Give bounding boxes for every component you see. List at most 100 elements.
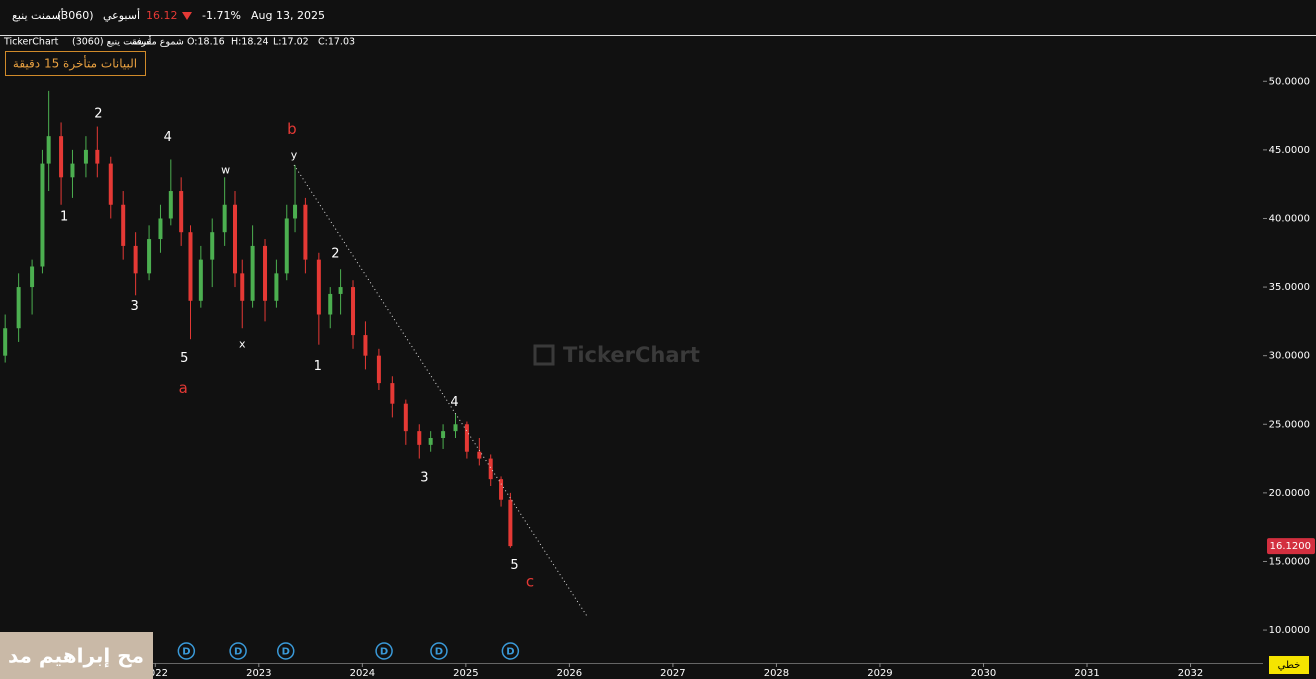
dividend-label: D	[506, 647, 514, 658]
x-tick-label: 2031	[1074, 668, 1099, 679]
x-tick-label: 2024	[350, 668, 375, 679]
candle-body	[210, 232, 215, 260]
candle-body	[95, 149, 100, 164]
y-tick-label: 35.0000	[1269, 282, 1310, 293]
candle-body	[3, 328, 8, 356]
candle-body	[316, 259, 321, 315]
candle-body	[222, 204, 227, 233]
info-style: شموع مقرفة	[132, 37, 184, 48]
dividend-marker	[375, 642, 393, 660]
candle-body	[363, 335, 368, 356]
candle-body	[168, 191, 173, 219]
candle-body	[499, 479, 504, 500]
candle-body	[108, 163, 113, 205]
mode-button-label[interactable]: خطي	[1278, 660, 1301, 671]
dividend-label: D	[435, 647, 443, 658]
stock-name: أسمنت ينبع	[12, 8, 64, 22]
candle-body	[464, 424, 469, 452]
info-symbol: (3060) أسمنت ينبع	[72, 35, 152, 48]
overlay-box	[0, 632, 153, 679]
x-tick-label: 2028	[764, 668, 789, 679]
y-tick-label: 40.0000	[1269, 213, 1310, 224]
brand: TickerChart	[3, 37, 59, 48]
wave-label: 3	[130, 299, 138, 314]
wave-label: x	[239, 338, 246, 351]
candle-body	[328, 293, 333, 315]
y-tick-label: 10.0000	[1269, 625, 1310, 636]
wave-label: 4	[164, 130, 172, 145]
candle-body	[390, 383, 395, 404]
candle-body	[133, 245, 138, 274]
candle-body	[338, 287, 343, 294]
last-price-label: 16.1200	[1270, 541, 1311, 552]
wave-label: 4	[450, 395, 458, 410]
candle-body	[263, 245, 268, 301]
mode-button[interactable]	[1269, 656, 1309, 674]
candle-body	[403, 403, 408, 432]
info-high: H:18.24	[231, 37, 269, 48]
delay-badge-box	[5, 51, 146, 76]
wave-label: b	[287, 120, 297, 138]
candle-body	[417, 431, 422, 445]
x-tick-label: 2022	[143, 668, 168, 679]
wave-label: 2	[94, 107, 102, 122]
info-close: C:17.03	[318, 37, 355, 48]
x-tick-label: 2029	[867, 668, 892, 679]
y-tick-label: 20.0000	[1269, 488, 1310, 499]
wave-label: 1	[314, 359, 322, 374]
date: Aug 13, 2025	[251, 9, 325, 22]
stock-code: (3060)	[57, 9, 94, 22]
dividend-marker	[276, 642, 295, 660]
x-tick-label: 2026	[557, 668, 582, 679]
candle-body	[46, 136, 51, 164]
y-tick-label: 25.0000	[1269, 419, 1310, 430]
delay-badge: البيانات متأخرة 15 دقيقة	[13, 55, 137, 72]
candle-body	[250, 245, 255, 301]
x-tick-label: 2030	[971, 668, 996, 679]
candle-body	[30, 266, 35, 288]
wave-label: c	[526, 573, 534, 591]
candle-body	[198, 259, 203, 301]
dividend-marker	[501, 642, 520, 660]
info-open: O:18.16	[187, 37, 225, 48]
overlay-text: مح إبراهيم مد	[8, 644, 144, 668]
wave-label: y	[291, 148, 298, 161]
watermark: TickerChart	[563, 343, 700, 367]
candle-body	[70, 163, 75, 178]
y-tick-label: 15.0000	[1269, 556, 1310, 567]
dividend-marker	[177, 642, 196, 660]
dividend-label: D	[380, 647, 388, 658]
dividend-label: D	[182, 647, 190, 658]
y-tick-label: 45.0000	[1269, 145, 1310, 156]
candle-body	[147, 239, 152, 274]
last-price-box	[1267, 538, 1315, 555]
info-low: L:17.02	[273, 37, 309, 48]
price: 16.12	[146, 9, 178, 22]
candle-body	[16, 287, 21, 329]
watermark-icon	[533, 344, 555, 366]
y-tick-label: 30.0000	[1269, 351, 1310, 362]
wave-label: 3	[420, 470, 428, 485]
x-tick-label: 2023	[246, 668, 271, 679]
candle-body	[40, 163, 45, 267]
dividend-label: D	[234, 647, 242, 658]
candle-body	[158, 218, 163, 240]
candle-body	[428, 437, 433, 445]
candle-body	[508, 499, 513, 547]
wave-label: w	[221, 163, 230, 176]
candle-body	[293, 204, 298, 219]
change: -1.71%	[202, 9, 241, 22]
candle-body	[274, 273, 279, 301]
candle-body	[121, 204, 126, 246]
candle-body	[441, 431, 446, 438]
candle-body	[179, 191, 184, 233]
candle-body	[351, 287, 356, 336]
candle-body	[488, 458, 493, 480]
dividend-marker	[430, 642, 448, 660]
candle-body	[233, 204, 238, 274]
wave-label: 5	[180, 351, 188, 366]
dividend-marker	[229, 642, 247, 660]
